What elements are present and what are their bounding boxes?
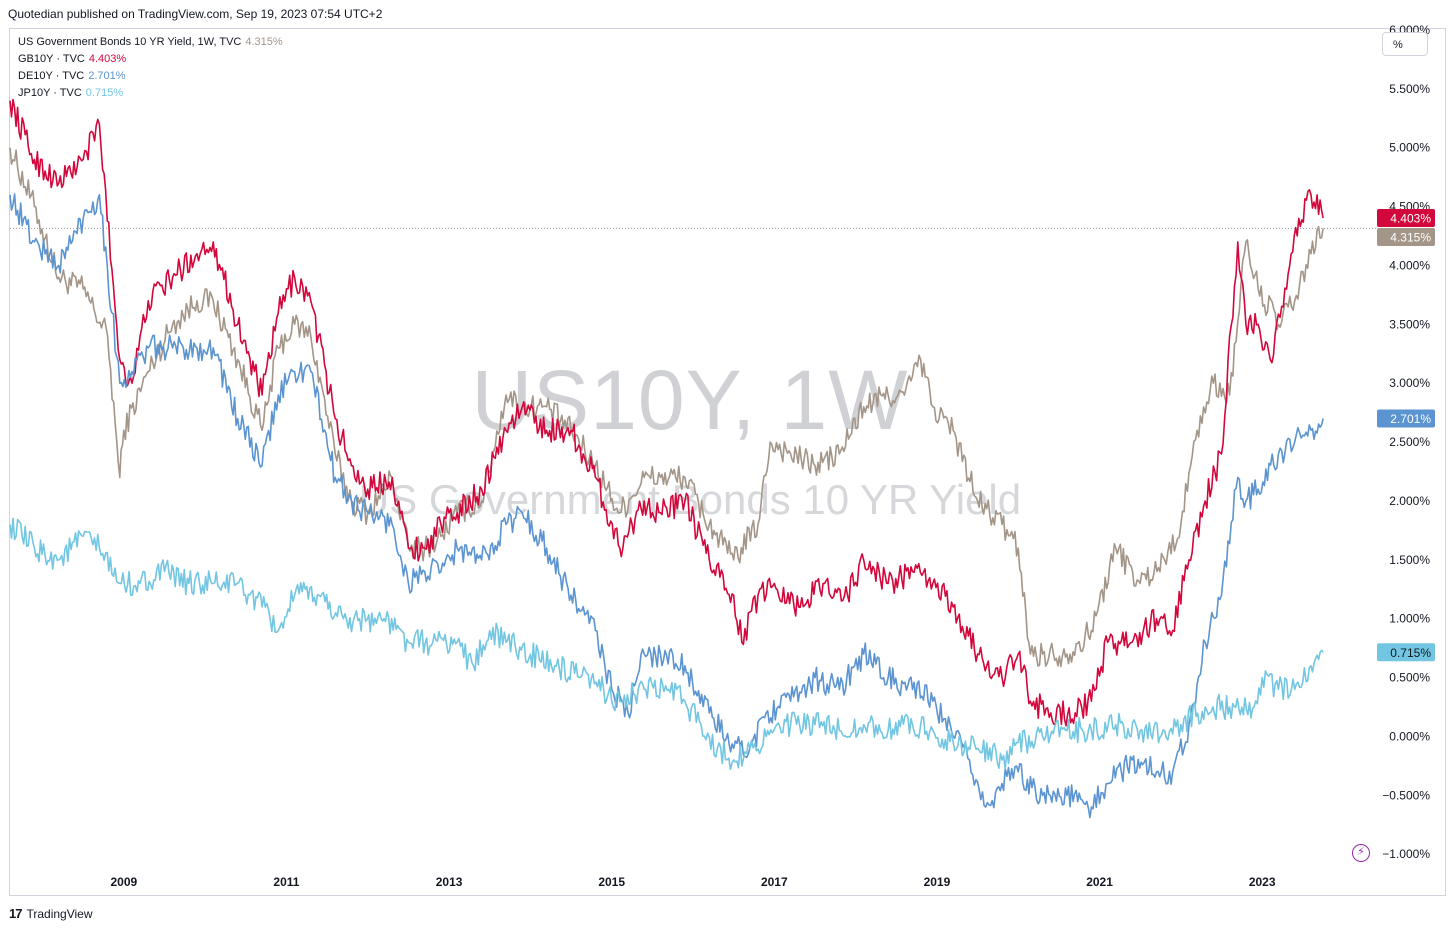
tradingview-brand[interactable]: 17 TradingView: [9, 906, 93, 921]
x-tick-label: 2019: [924, 875, 951, 889]
legend-value: 0.715%: [85, 87, 124, 99]
y-tick-label: 3.500%: [1389, 317, 1430, 331]
price-label-text: 2.701%: [1390, 412, 1431, 426]
x-tick-label: 2015: [598, 875, 625, 889]
y-tick-label: 0.000%: [1389, 729, 1430, 743]
price-label-bg: [1377, 209, 1435, 228]
price-label: 2.701%: [1377, 409, 1435, 428]
y-tick-label: 5.500%: [1389, 82, 1430, 96]
legend-name: DE10Y · TVC: [18, 70, 85, 82]
x-tick-label: 2009: [110, 875, 137, 889]
price-label: 0.715%: [1377, 643, 1435, 662]
y-tick-label: 5.000%: [1389, 141, 1430, 155]
x-tick-label: 2013: [436, 875, 463, 889]
legend-row-jp10y[interactable]: JP10Y · TVC 0.715%: [18, 85, 283, 102]
chart-frame[interactable]: [9, 28, 1446, 896]
y-tick-label: 2.500%: [1389, 435, 1430, 449]
x-tick-label: 2021: [1086, 875, 1113, 889]
percent-scale-button[interactable]: %: [1382, 32, 1428, 56]
x-tick-label: 2017: [761, 875, 788, 889]
price-label-bg: [1377, 409, 1435, 428]
price-label-bg: [1377, 228, 1435, 247]
y-tick-label: 4.000%: [1389, 258, 1430, 272]
brand-name: TradingView: [26, 907, 93, 921]
price-label-text: 0.715%: [1390, 646, 1431, 660]
y-tick-label: 1.500%: [1389, 553, 1430, 567]
x-tick-label: 2011: [273, 875, 299, 889]
price-label-bg: [1377, 643, 1435, 662]
legend-name: US Government Bonds 10 YR Yield, 1W, TVC: [18, 36, 242, 48]
legend-row-de10y[interactable]: DE10Y · TVC 2.701%: [18, 68, 283, 85]
y-tick-label: 2.000%: [1389, 494, 1430, 508]
legend-value: 4.403%: [88, 53, 127, 65]
legend-row-gb10y[interactable]: GB10Y · TVC 4.403%: [18, 51, 283, 68]
tradingview-logo-icon: 17: [9, 906, 23, 921]
price-label: 4.315%: [1377, 228, 1435, 247]
legend-value: 4.315%: [245, 36, 283, 48]
series-line-de10y[interactable]: [9, 193, 1324, 819]
legend-name: JP10Y · TVC: [18, 87, 82, 99]
price-label-text: 4.315%: [1390, 231, 1431, 245]
publisher-line: Quotedian published on TradingView.com, …: [8, 7, 383, 21]
series-line-gb10y[interactable]: [9, 98, 1324, 727]
legend-row-us10y[interactable]: US Government Bonds 10 YR Yield, 1W, TVC…: [18, 34, 283, 51]
price-label: 4.403%: [1377, 209, 1435, 228]
y-tick-label: 1.000%: [1389, 612, 1430, 626]
legend-value: 2.701%: [88, 70, 126, 82]
price-label-text: 4.403%: [1390, 212, 1431, 226]
y-tick-label: −1.000%: [1382, 847, 1430, 861]
legend: US Government Bonds 10 YR Yield, 1W, TVC…: [18, 34, 283, 102]
y-tick-label: −0.500%: [1382, 788, 1430, 802]
series-line-jp10y[interactable]: [9, 517, 1324, 771]
y-tick-label: 0.500%: [1389, 671, 1430, 685]
legend-name: GB10Y · TVC: [18, 53, 85, 65]
lightning-bolt-icon[interactable]: ⚡: [1352, 844, 1370, 862]
series-line-us10y[interactable]: [9, 147, 1324, 668]
y-tick-label: 3.000%: [1389, 376, 1430, 390]
x-tick-label: 2023: [1249, 875, 1276, 889]
